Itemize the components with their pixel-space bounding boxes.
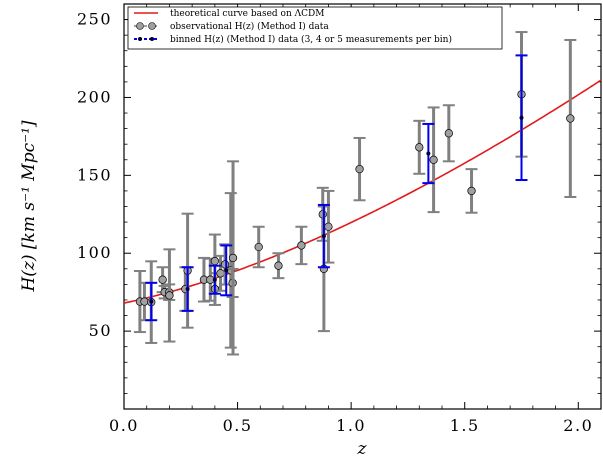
binned-point — [149, 299, 154, 304]
obs-point — [274, 261, 283, 270]
legend-theory-label: theoretical curve based on ΛCDM — [170, 9, 324, 19]
x-tick-label: 1.0 — [336, 416, 366, 435]
y-tick-label: 100 — [77, 243, 112, 262]
obs-point — [210, 256, 220, 266]
obs-point — [216, 269, 225, 278]
axis-ticks — [123, 4, 601, 409]
obs-point — [467, 186, 476, 196]
theory-curve-layer — [123, 79, 602, 304]
binned-point — [185, 287, 190, 292]
obs-point — [429, 155, 438, 164]
theory-curve — [123, 79, 602, 304]
obs-point — [297, 241, 306, 250]
obs-point — [228, 253, 238, 263]
binned-point — [224, 268, 229, 273]
binned-point — [321, 234, 326, 239]
tick-labels: 0.0 0.5 1.0 1.5 2.0 50 100 150 200 250 — [77, 10, 593, 435]
y-tick-label: 150 — [77, 165, 112, 184]
obs-point — [220, 260, 230, 269]
legend: theoretical curve based on ΛCDM observat… — [127, 6, 503, 50]
y-axis-label: H(z) [km s⁻¹ Mpc⁻¹] — [19, 120, 39, 292]
binned-points-layer — [145, 54, 528, 322]
obs-point — [158, 275, 167, 284]
x-tick-label: 0.0 — [109, 416, 139, 435]
y-tick-label: 250 — [77, 10, 112, 29]
obs-point — [566, 114, 575, 123]
binned-point — [212, 277, 217, 282]
x-tick-label: 1.5 — [450, 416, 480, 435]
y-tick-label: 50 — [89, 321, 112, 340]
plot-area — [123, 3, 602, 410]
observational-points-layer — [133, 31, 577, 356]
obs-point — [355, 164, 364, 174]
obs-point — [140, 297, 149, 306]
obs-point — [324, 222, 333, 231]
obs-point — [254, 242, 263, 252]
x-axis-label: z — [357, 439, 368, 459]
legend-binned-swatch — [134, 37, 158, 41]
obs-point — [165, 291, 174, 300]
obs-point — [444, 129, 453, 138]
legend-obs-label: observational H(z) (Method I) data — [170, 21, 329, 32]
legend-binned-label: binned H(z) (Method I) data (3, 4 or 5 m… — [170, 34, 452, 45]
x-tick-label: 0.5 — [223, 416, 253, 435]
legend-obs-swatch — [134, 22, 158, 30]
plot-frame — [123, 3, 602, 410]
x-tick-label: 2.0 — [563, 416, 593, 435]
y-tick-label: 200 — [77, 87, 112, 106]
obs-point — [415, 143, 424, 152]
legend-box — [127, 6, 503, 50]
binned-point — [519, 115, 524, 120]
binned-point — [426, 151, 431, 156]
